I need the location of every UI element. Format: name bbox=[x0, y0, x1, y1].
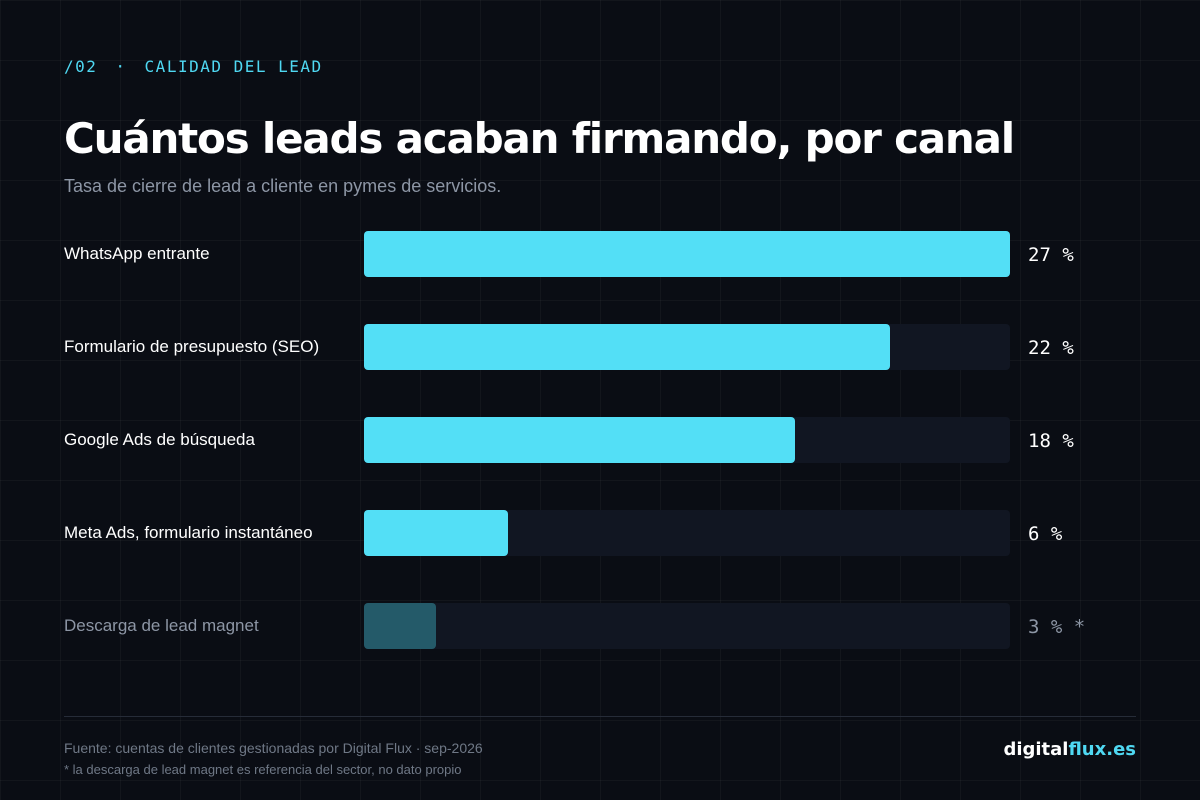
source-note: Fuente: cuentas de clientes gestionadas … bbox=[64, 740, 483, 756]
section-eyebrow: /02 · CALIDAD DEL LEAD bbox=[64, 57, 323, 76]
category-label: Google Ads de búsqueda bbox=[64, 430, 255, 449]
bar bbox=[364, 510, 508, 556]
bar-track bbox=[364, 603, 1010, 649]
bar-row: WhatsApp entrante 27 % bbox=[0, 231, 1200, 277]
footnote: * la descarga de lead magnet es referenc… bbox=[64, 762, 462, 777]
category-label: Formulario de presupuesto (SEO) bbox=[64, 337, 320, 356]
brand-domain: flux.es bbox=[1068, 739, 1136, 760]
bar-track bbox=[364, 324, 1010, 370]
value-label: 6 % bbox=[1028, 523, 1063, 545]
bar-chart: WhatsApp entrante 27 % Formulario de presu… bbox=[0, 231, 1200, 649]
brand-name: digital bbox=[1003, 739, 1069, 760]
section-title: CALIDAD DEL LEAD bbox=[144, 57, 323, 76]
bar-track bbox=[364, 510, 1010, 556]
bar-row: Formulario de presupuesto (SEO) 22 % bbox=[0, 324, 1200, 370]
value-label: 27 % bbox=[1028, 244, 1074, 266]
value-label: 18 % bbox=[1028, 430, 1074, 452]
category-label: WhatsApp entrante bbox=[64, 244, 210, 263]
value-label: 3 % * bbox=[1028, 616, 1086, 638]
bar bbox=[364, 324, 890, 370]
section-number: /02 bbox=[64, 57, 98, 76]
value-label: 22 % bbox=[1028, 337, 1074, 359]
bar-row: Google Ads de búsqueda 18 % bbox=[0, 417, 1200, 463]
eyebrow-separator: · bbox=[115, 57, 127, 76]
bar bbox=[364, 417, 795, 463]
category-label: Meta Ads, formulario instantáneo bbox=[64, 523, 313, 542]
bar-track bbox=[364, 231, 1010, 277]
category-label: Descarga de lead magnet bbox=[64, 616, 259, 635]
bar-row: Descarga de lead magnet 3 % * bbox=[0, 603, 1200, 649]
footer-divider bbox=[64, 716, 1136, 717]
brand-logo: digitalflux.es bbox=[1003, 739, 1136, 760]
bar bbox=[364, 231, 1010, 277]
chart-subtitle: Tasa de cierre de lead a cliente en pyme… bbox=[64, 176, 502, 196]
chart-title: Cuántos leads acaban firmando, por canal bbox=[64, 114, 1015, 163]
bar-track bbox=[364, 417, 1010, 463]
bar bbox=[364, 603, 436, 649]
bar-row: Meta Ads, formulario instantáneo 6 % bbox=[0, 510, 1200, 556]
